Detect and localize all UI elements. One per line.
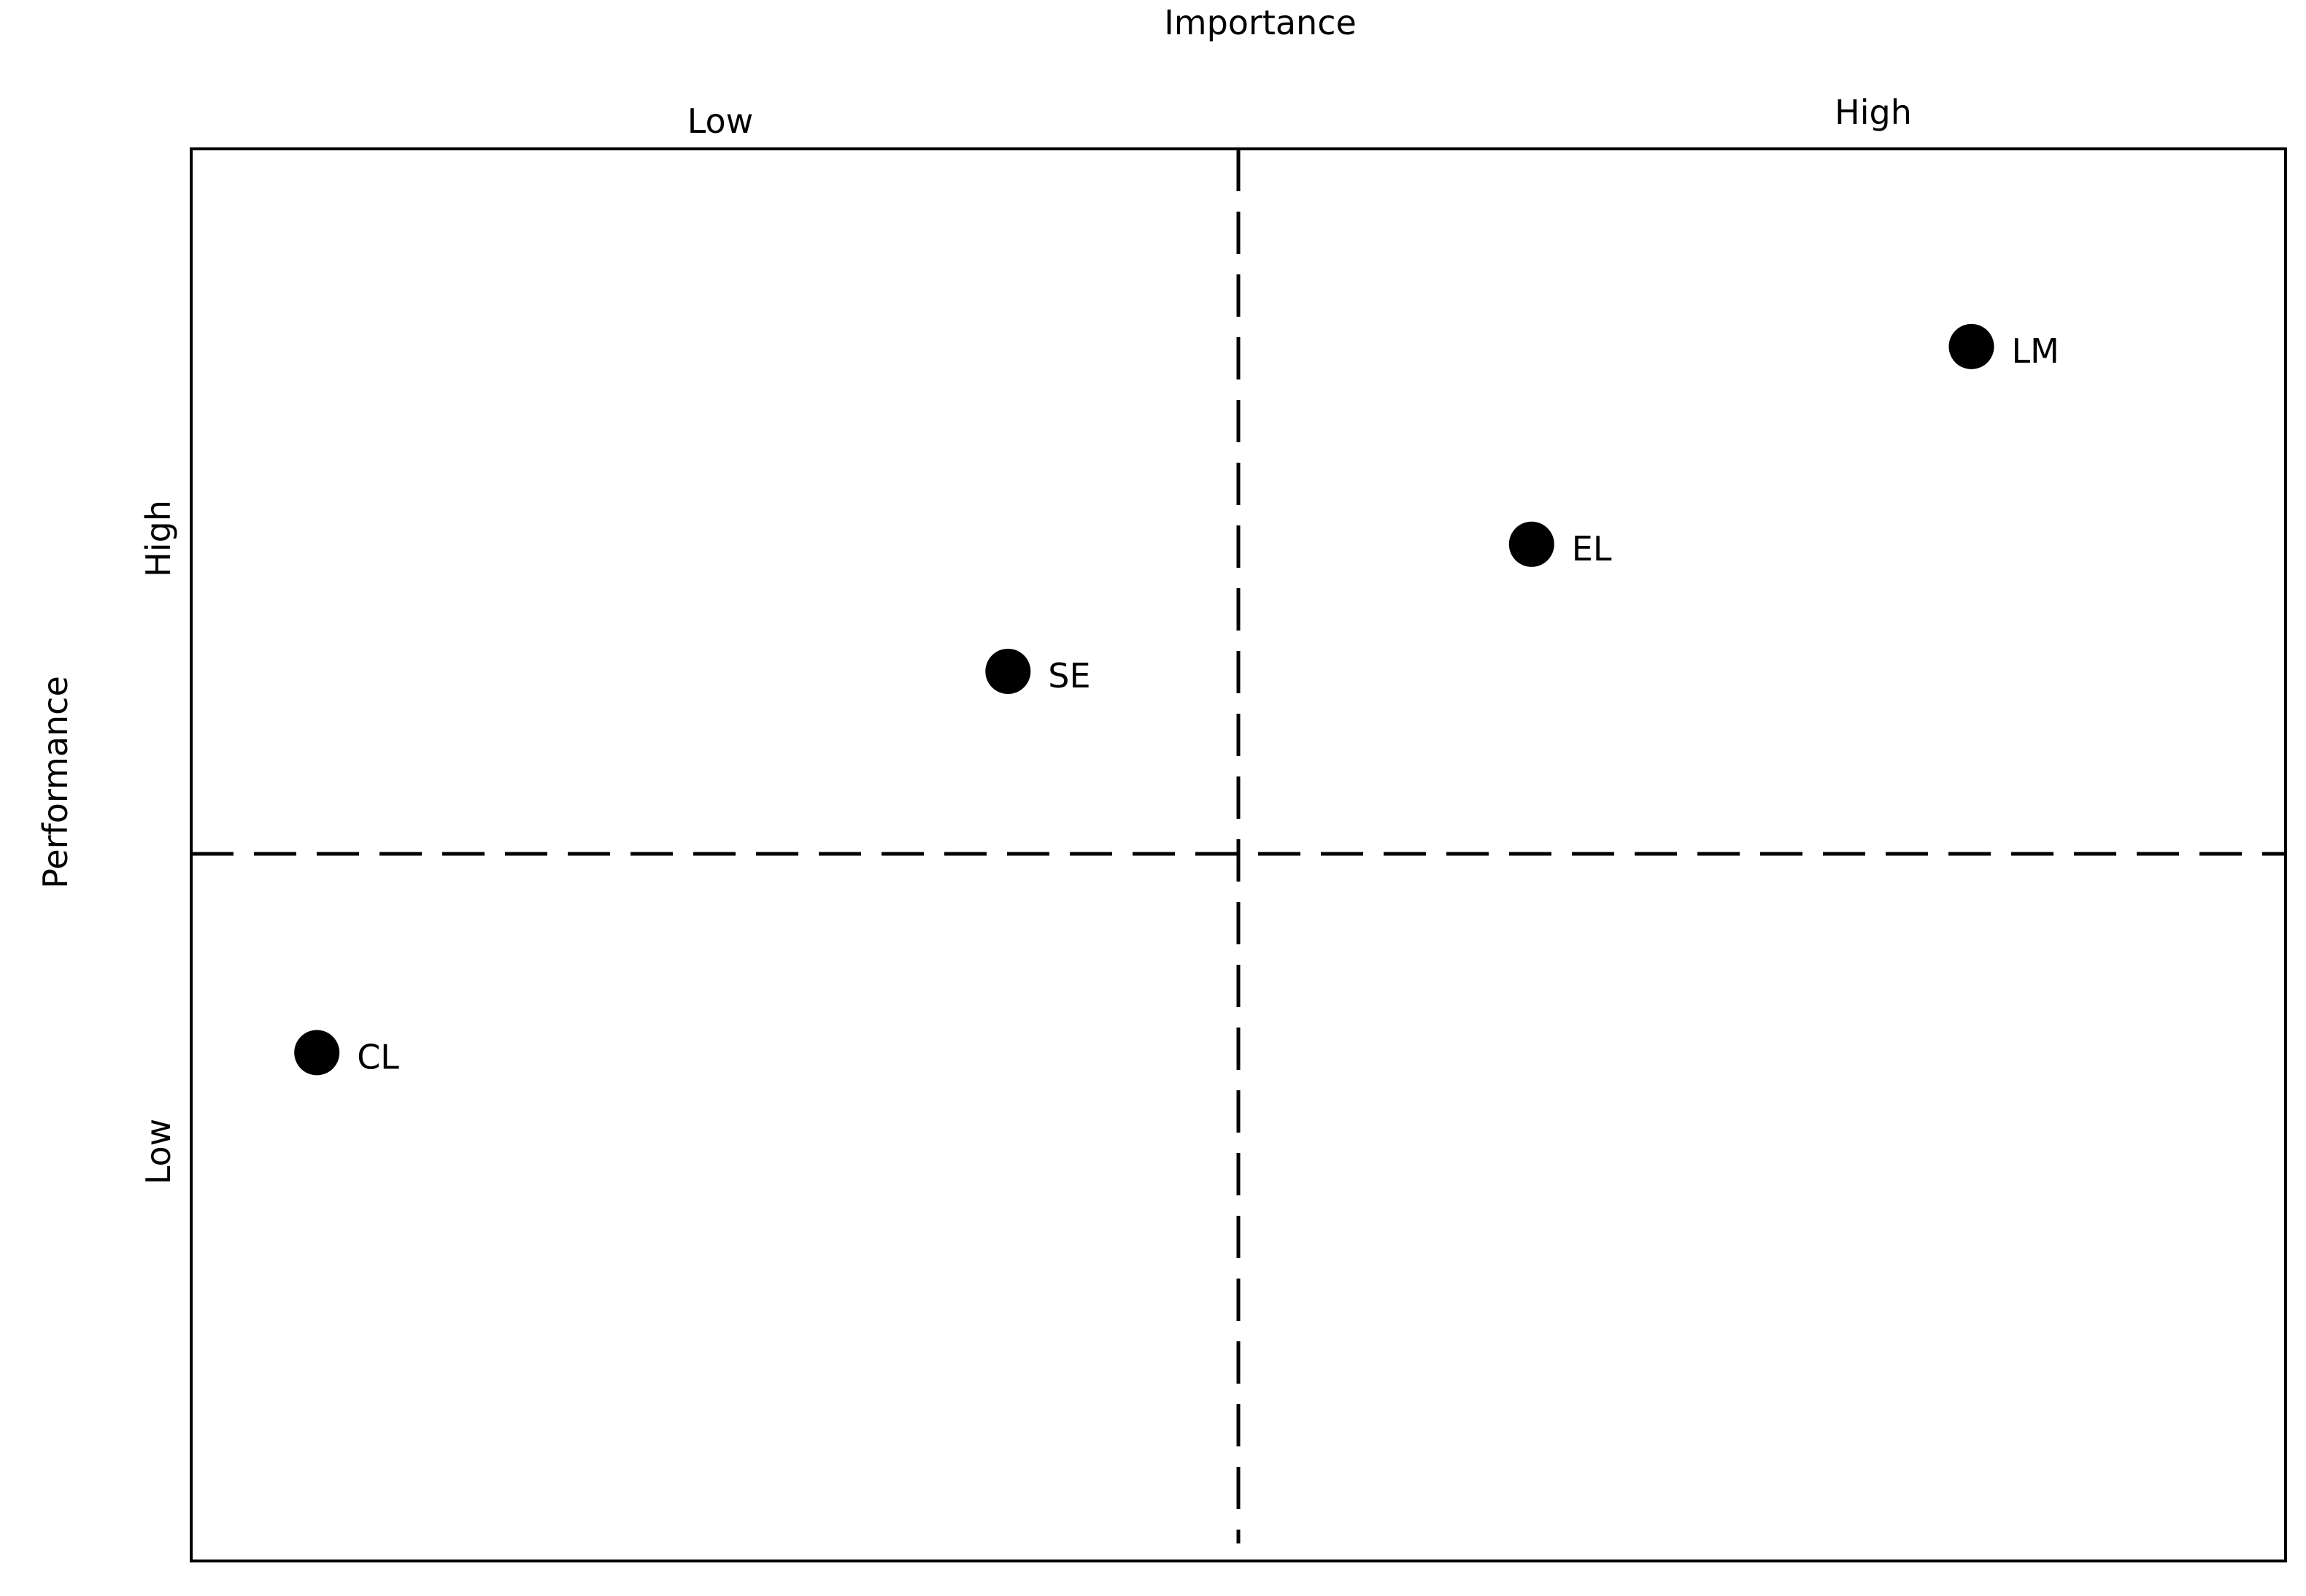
- data-label-el: EL: [1572, 529, 1612, 568]
- data-label-cl: CL: [357, 1037, 399, 1076]
- data-point-se: [985, 648, 1031, 694]
- y-tick-high: High: [139, 500, 178, 577]
- x-tick-high: High: [1835, 93, 1912, 132]
- points-layer: LM EL SE CL: [294, 323, 2059, 1076]
- data-label-se: SE: [1048, 656, 1090, 695]
- data-point-cl: [294, 1030, 340, 1076]
- y-tick-low: Low: [139, 1119, 178, 1185]
- x-tick-low: Low: [687, 101, 754, 141]
- data-label-lm: LM: [2012, 331, 2059, 371]
- data-point-lm: [1948, 323, 1994, 369]
- x-axis-title: Importance: [1164, 3, 1357, 42]
- y-axis-title: Performance: [36, 676, 75, 889]
- data-point-el: [1508, 521, 1554, 567]
